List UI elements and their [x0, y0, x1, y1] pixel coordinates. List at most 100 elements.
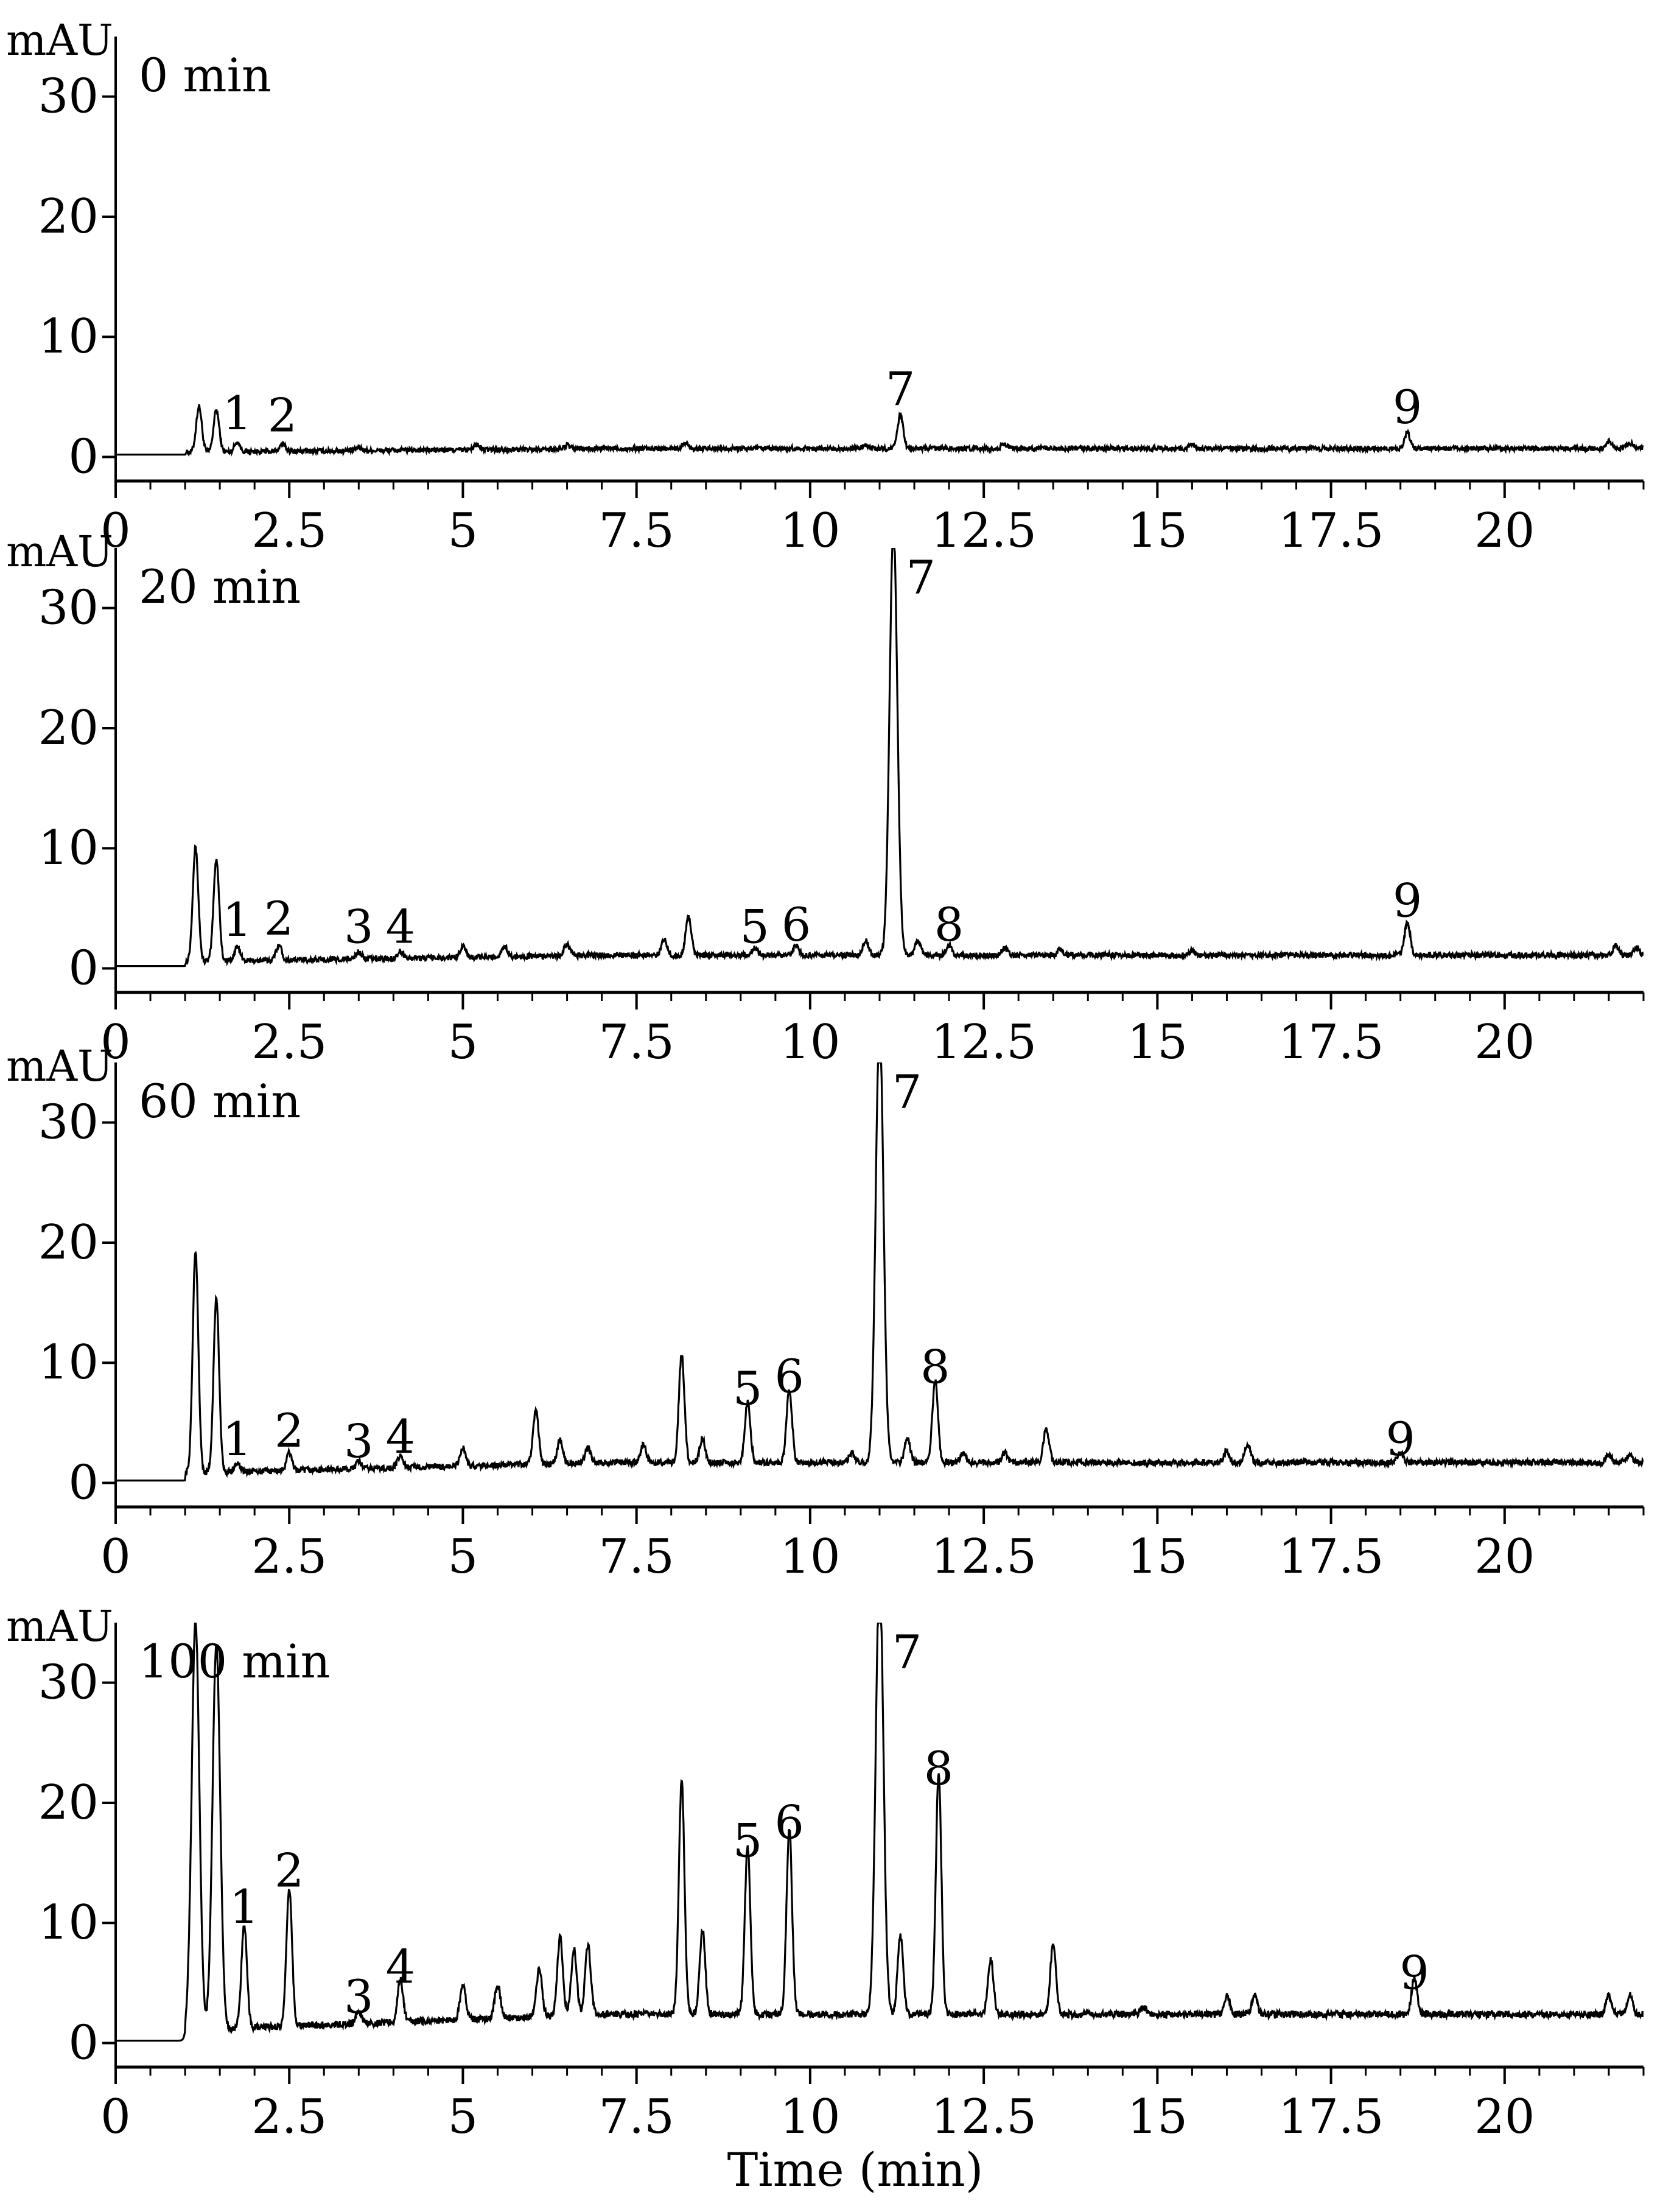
peak-label: 1 — [222, 893, 251, 947]
x-tick-label: 2.5 — [251, 504, 327, 558]
x-tick-label: 5 — [448, 2090, 478, 2144]
peak-label: 2 — [268, 388, 297, 443]
x-tick-label: 15 — [1127, 504, 1188, 558]
peak-label: 6 — [775, 1796, 804, 1850]
x-tick-label: 10 — [780, 1529, 840, 1584]
peak-label: 5 — [740, 900, 769, 954]
x-tick-label: 17.5 — [1278, 504, 1384, 558]
x-tick-label: 7.5 — [599, 504, 674, 558]
chromatogram-panel-3: mAU 0 10 20 30 0 2.5 5 7.5 10 12.5 15 17.5 20 60 min 1 2… — [6, 1041, 1645, 1584]
y-tick-label: 20 — [38, 701, 99, 756]
x-tick-label: 10 — [780, 1015, 840, 1070]
y-tick-label: 30 — [38, 1095, 99, 1150]
peak-label: 1 — [222, 386, 251, 440]
x-tick-label: 2.5 — [251, 1015, 327, 1070]
x-tick-label: 20 — [1474, 504, 1535, 558]
peak-label: 1 — [229, 1880, 259, 1934]
x-tick-label: 15 — [1127, 1015, 1188, 1070]
x-tick-label: 7.5 — [599, 2090, 674, 2144]
panel-title: 20 min — [139, 560, 301, 614]
y-tick-label: 30 — [38, 69, 99, 124]
x-tick-label: 0 — [100, 1529, 131, 1584]
x-tick-label: 7.5 — [599, 1015, 674, 1070]
x-tick-label: 12.5 — [931, 504, 1037, 558]
peak-label: 1 — [222, 1412, 251, 1466]
x-tick-label: 12.5 — [931, 1015, 1037, 1070]
x-tick-label: 20 — [1474, 1015, 1535, 1070]
y-unit-label: mAU — [6, 1601, 113, 1651]
peak-label: 8 — [924, 1741, 953, 1796]
chromatogram-panel-2: mAU 0 10 20 30 0 2.5 5 7.5 10 12.5 15 17.5 20 20 min 1 2… — [6, 527, 1645, 1070]
peak-label: 4 — [386, 1939, 415, 1993]
y-tick-label: 0 — [68, 2016, 99, 2071]
y-tick-label: 0 — [68, 430, 99, 485]
panel-title: 0 min — [139, 48, 271, 102]
x-tick-label: 0 — [100, 1015, 131, 1070]
x-tick-label: 10 — [780, 2090, 840, 2144]
x-tick-label: 7.5 — [599, 1529, 674, 1584]
peak-label: 3 — [344, 900, 373, 954]
y-tick-label: 0 — [68, 941, 99, 996]
peak-label: 2 — [275, 1403, 304, 1458]
peak-label: 9 — [1393, 873, 1422, 927]
y-tick-label: 10 — [38, 309, 99, 364]
peak-label: 7 — [906, 550, 936, 605]
peak-label: 7 — [892, 1625, 922, 1679]
x-tick-label: 17.5 — [1278, 1015, 1384, 1070]
panel-title: 60 min — [139, 1074, 301, 1128]
peak-label: 5 — [733, 1361, 762, 1416]
peak-label: 5 — [733, 1813, 762, 1867]
peak-label: 9 — [1393, 380, 1422, 434]
chromatogram-trace — [116, 404, 1644, 457]
x-tick-label: 12.5 — [931, 2090, 1037, 2144]
y-tick-label: 0 — [68, 1456, 99, 1511]
y-tick-label: 10 — [38, 821, 99, 876]
x-tick-label: 2.5 — [251, 1529, 327, 1584]
x-tick-label: 2.5 — [251, 2090, 327, 2144]
y-tick-label: 10 — [38, 1895, 99, 1950]
peak-label: 9 — [1386, 1412, 1415, 1466]
y-tick-label: 30 — [38, 581, 99, 636]
peak-label: 9 — [1399, 1945, 1429, 2000]
x-tick-label: 20 — [1474, 1529, 1535, 1584]
peak-label: 4 — [386, 1410, 415, 1464]
peak-label: 7 — [892, 1065, 922, 1119]
x-tick-label: 5 — [448, 1015, 478, 1070]
y-unit-label: mAU — [6, 527, 113, 577]
y-unit-label: mAU — [6, 15, 113, 65]
y-tick-label: 20 — [38, 189, 99, 244]
x-tick-label: 10 — [780, 504, 840, 558]
x-tick-label: 17.5 — [1278, 2090, 1384, 2144]
panel-title: 100 min — [139, 1634, 331, 1688]
x-tick-label: 20 — [1474, 2090, 1535, 2144]
chromatogram-trace — [116, 1623, 1644, 2042]
x-axis-title: Time (min) — [727, 2143, 984, 2197]
peak-label: 3 — [344, 1414, 373, 1469]
x-tick-label: 15 — [1127, 2090, 1188, 2144]
peak-label: 7 — [886, 362, 915, 416]
y-unit-label: mAU — [6, 1041, 113, 1091]
peak-label: 4 — [386, 900, 415, 954]
x-tick-label: 0 — [100, 2090, 131, 2144]
peak-label: 6 — [782, 897, 811, 952]
y-tick-label: 30 — [38, 1655, 99, 1710]
y-tick-label: 20 — [38, 1775, 99, 1830]
x-tick-label: 15 — [1127, 1529, 1188, 1584]
peak-label: 8 — [920, 1339, 950, 1394]
y-tick-label: 20 — [38, 1215, 99, 1270]
x-tick-label: 12.5 — [931, 1529, 1037, 1584]
y-tick-label: 10 — [38, 1335, 99, 1390]
peak-label: 3 — [344, 1970, 373, 2024]
peak-label: 8 — [934, 897, 964, 952]
chromatogram-trace — [116, 548, 1644, 967]
peak-label: 6 — [775, 1349, 804, 1403]
chromatogram-trace — [116, 1062, 1644, 1482]
peak-label: 2 — [275, 1844, 304, 1898]
x-tick-label: 5 — [448, 504, 478, 558]
x-tick-label: 17.5 — [1278, 1529, 1384, 1584]
peak-label: 2 — [264, 891, 293, 946]
x-tick-label: 5 — [448, 1529, 478, 1584]
